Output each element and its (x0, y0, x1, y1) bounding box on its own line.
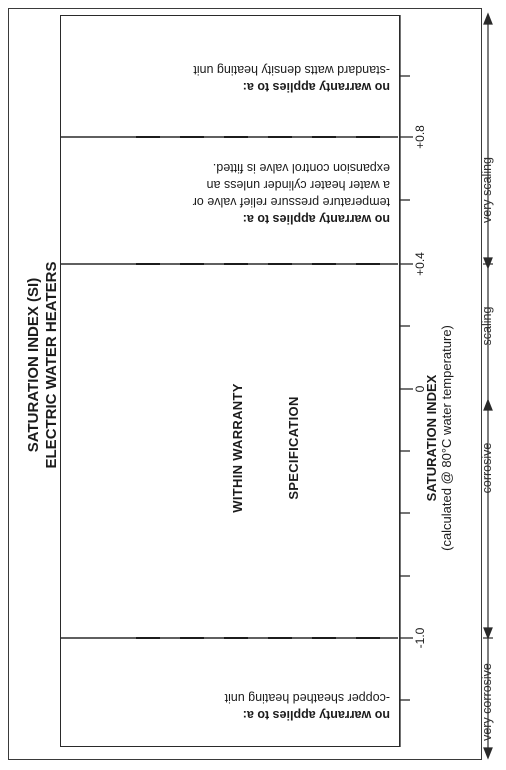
arrow-up-icon (483, 12, 493, 25)
arrow-down-icon (483, 257, 493, 270)
arrow-down-icon (483, 747, 493, 760)
arrow-down-icon (483, 627, 493, 640)
arrow-up-icon (483, 398, 493, 411)
outer-frame (8, 8, 482, 760)
